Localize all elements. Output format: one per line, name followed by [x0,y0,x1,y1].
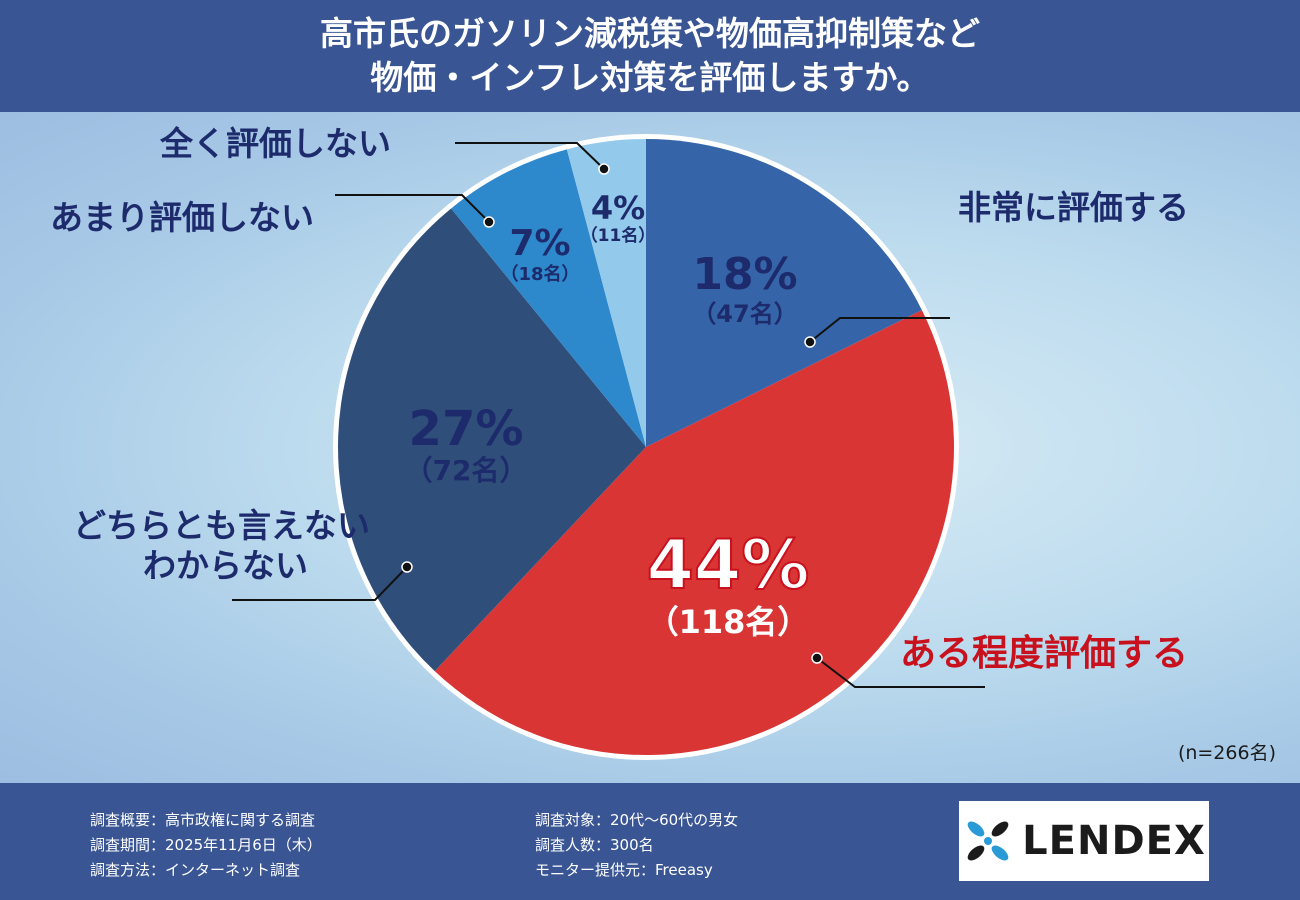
leader-line-hyouka-suru [809,317,950,343]
pie-chart [232,134,985,760]
leader-dot-4 [598,163,610,175]
footer-survey-provider: モニター提供元：Freeasy [535,861,713,879]
footer-right-column: 調査対象：20代〜60代の男女 調査人数：300名 モニター提供元：Freeas… [535,808,738,883]
footer-survey-overview: 調査概要：高市政権に関する調査 [90,811,316,829]
pct-label-dochira: 27% （72名） [405,402,528,486]
lendex-logo-text: LENDEX [1022,818,1206,864]
chart-area: 非常に評価する ある程度評価する どちらとも言えない わからない あまり評価しな… [0,112,1300,783]
count-value: （118名） [646,603,810,641]
slice-hijou-ni-hyouka [646,139,922,447]
pct-value: 44% [646,526,811,605]
label-dochira-line2: わからない [143,546,308,585]
slice-aru-teido-hyouka [434,310,954,755]
pct-label-mattaku: 4% （11名） [581,190,656,246]
label-hijou-ni-hyouka: 非常に評価する [958,188,1189,227]
chart-title-line1: 高市氏のガソリン減税策や物価高抑制策など [320,14,980,53]
leader-line-amari [335,194,490,223]
count-value: （11名） [580,226,656,246]
leader-dot-2 [401,561,413,573]
lendex-logo: LENDEX [959,801,1209,881]
footer-left-column: 調査概要：高市政権に関する調査 調査期間：2025年11月6日（木） 調査方法：… [90,808,322,883]
leader-dot-0 [804,336,816,348]
sample-size-note: (n=266名) [1177,742,1276,764]
label-dochira-to-mo: どちらとも言えない わからない [40,506,370,586]
pct-label-hijou: 18% （47名） [692,249,798,329]
footer-survey-period: 調査期間：2025年11月6日（木） [90,836,322,854]
label-aru-teido-hyouka: ある程度評価する [900,633,1189,674]
leader-dot-3 [483,216,495,228]
pct-label-amari: 7% （18名） [500,224,579,286]
count-value: （18名） [500,264,580,285]
leader-line-dochira [232,566,408,601]
leader-line-mattaku [455,142,605,170]
pct-value: 4% [590,189,646,227]
footer-survey-method: 調査方法：インターネット調査 [90,861,301,879]
leader-dot-1 [811,652,823,664]
pct-value: 18% [692,249,798,300]
pct-value: 7% [509,223,571,264]
slice-dochira-to-mo [338,208,646,672]
count-value: （47名） [692,300,798,328]
label-amari-hyouka-shinai: あまり評価しない [50,198,314,237]
leader-line-aru-teido [816,657,985,688]
survey-footer: 調査概要：高市政権に関する調査 調査期間：2025年11月6日（木） 調査方法：… [0,783,1300,900]
slice-amari-hyouka-shinai [451,149,646,447]
label-mattaku-hyouka-shinai: 全く評価しない [160,124,391,163]
slice-mattaku-hyouka-shinai [566,139,646,447]
chart-title-line2: 物価・インフレ対策を評価しますか。 [370,58,930,97]
footer-survey-target: 調査対象：20代〜60代の男女 [535,811,739,829]
count-value: （72名） [404,454,528,487]
label-dochira-line1: どちらとも言えない [73,506,370,545]
lendex-logo-icon [967,821,1009,861]
pct-value: 27% [408,401,524,457]
chart-title: 高市氏のガソリン減税策や物価高抑制策など 物価・インフレ対策を評価しますか。 [0,0,1300,112]
footer-survey-count: 調査人数：300名 [535,836,654,854]
pct-label-aru-teido: 44% （118名） [646,526,811,641]
